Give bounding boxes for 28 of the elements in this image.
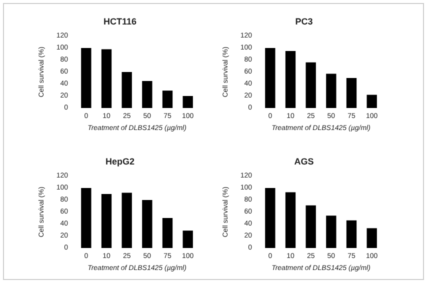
bar [182, 96, 193, 108]
bar [162, 218, 173, 248]
bar [162, 90, 173, 108]
bar [265, 188, 276, 248]
bar [81, 48, 92, 108]
bar [265, 48, 276, 108]
bar [366, 94, 377, 108]
bar [366, 228, 377, 248]
bar [306, 62, 316, 108]
bar [81, 188, 92, 248]
bar [306, 205, 316, 248]
bar [346, 220, 357, 248]
bar [346, 78, 357, 108]
bar [285, 51, 296, 108]
chart-title: PC3 [295, 16, 313, 26]
chart-title: HepG2 [105, 156, 135, 166]
bar [142, 81, 152, 108]
bar [285, 192, 296, 248]
chart-title: HCT116 [103, 16, 137, 26]
bar [182, 230, 193, 248]
bar [326, 216, 336, 248]
bar [122, 192, 132, 248]
bar [101, 194, 112, 248]
bar [101, 49, 112, 108]
bar [122, 72, 132, 108]
bar [142, 200, 152, 248]
chart-title: AGS [294, 156, 314, 166]
bar [326, 74, 336, 108]
